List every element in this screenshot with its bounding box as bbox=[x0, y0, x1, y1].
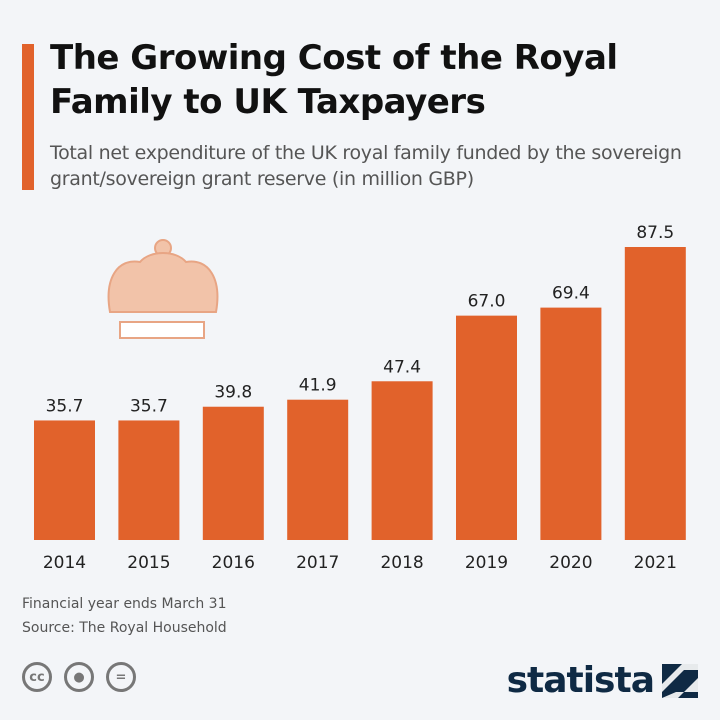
bar-2020 bbox=[540, 307, 602, 540]
bar-2016 bbox=[202, 406, 264, 540]
data-label: 41.9 bbox=[299, 376, 337, 396]
bar-2021 bbox=[624, 247, 686, 540]
x-tick-label: 2015 bbox=[127, 553, 170, 573]
data-label: 35.7 bbox=[130, 396, 168, 416]
attribution-icon: ● bbox=[64, 662, 94, 692]
data-label: 67.0 bbox=[468, 292, 506, 312]
x-tick-label: 2019 bbox=[465, 553, 508, 573]
x-tick-label: 2017 bbox=[296, 553, 339, 573]
data-label: 35.7 bbox=[46, 396, 84, 416]
chart-subtitle: Total net expenditure of the UK royal fa… bbox=[50, 142, 682, 190]
data-label: 69.4 bbox=[552, 284, 590, 304]
x-tick-label: 2020 bbox=[549, 553, 592, 573]
data-label: 87.5 bbox=[636, 223, 674, 243]
title-accent-bar bbox=[22, 44, 34, 190]
data-label: 39.8 bbox=[214, 383, 252, 403]
bar-2018 bbox=[371, 381, 433, 540]
chart-title: The Growing Cost of the Royal Family to … bbox=[50, 38, 618, 122]
cc-icon: cc bbox=[22, 662, 52, 692]
crown-icon bbox=[107, 239, 219, 339]
no-derivatives-icon: = bbox=[106, 662, 136, 692]
footnote: Financial year ends March 31 bbox=[22, 596, 227, 612]
bar-2015 bbox=[118, 420, 180, 540]
bar-2017 bbox=[287, 399, 349, 540]
statista-logo: statista bbox=[507, 660, 698, 701]
data-label: 47.4 bbox=[383, 357, 421, 377]
x-tick-label: 2021 bbox=[634, 553, 677, 573]
bar-2014 bbox=[34, 420, 95, 540]
source: Source: The Royal Household bbox=[22, 620, 227, 636]
x-tick-label: 2018 bbox=[380, 553, 423, 573]
brand-name: statista bbox=[506, 660, 655, 701]
x-tick-label: 2014 bbox=[43, 553, 86, 573]
bar-2019 bbox=[456, 315, 517, 540]
x-tick-label: 2016 bbox=[212, 553, 255, 573]
statista-mark-icon bbox=[662, 663, 698, 698]
bar-chart: 35.7 2014 35.7 2015 39.8 2016 41.9 2017 47.4 2018… bbox=[34, 223, 686, 573]
